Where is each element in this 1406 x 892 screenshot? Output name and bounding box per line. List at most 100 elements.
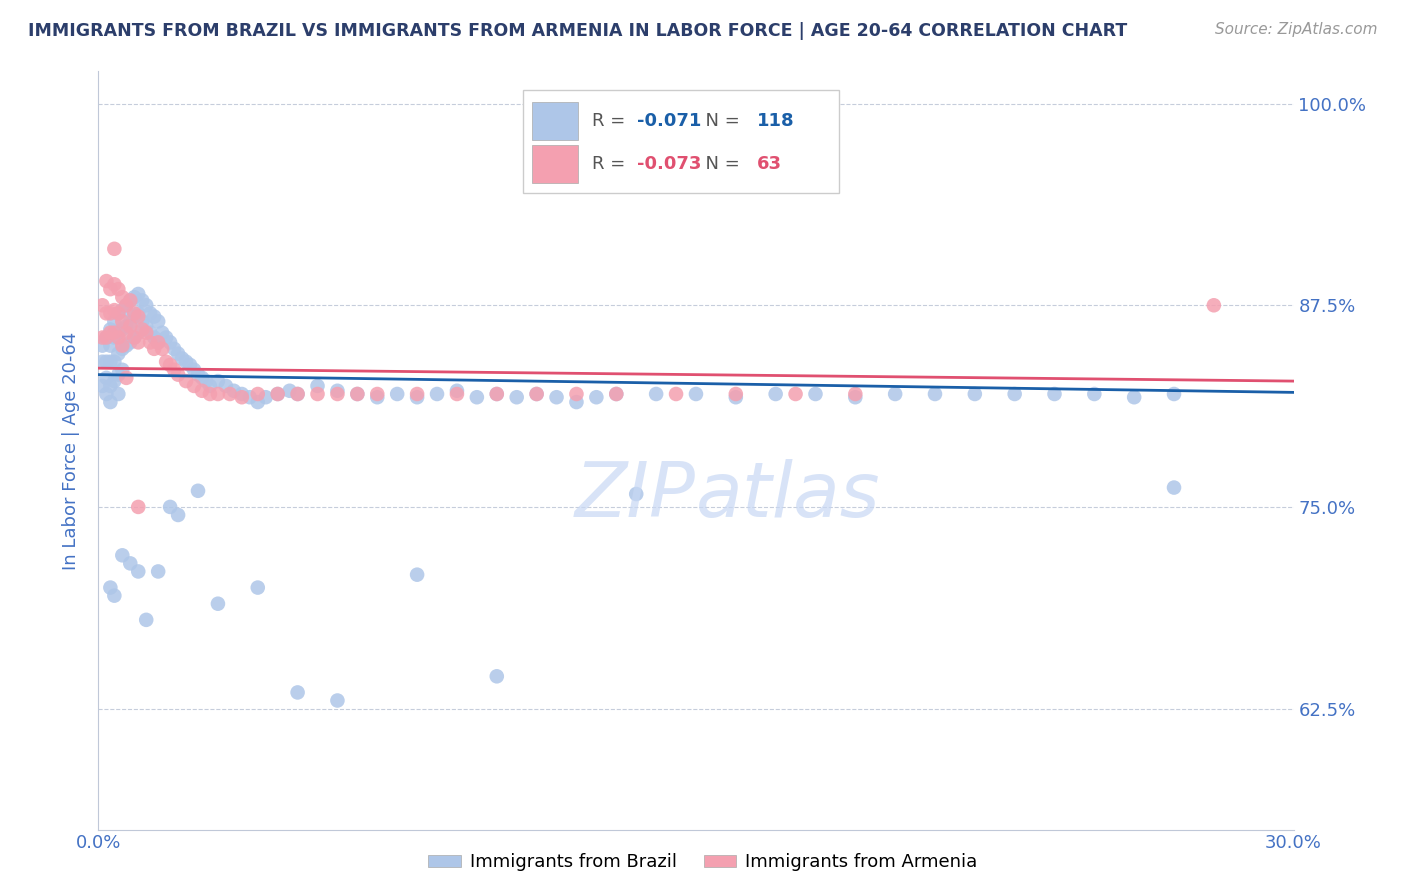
Point bbox=[163, 342, 186, 356]
Point bbox=[111, 290, 134, 304]
Point bbox=[724, 387, 747, 401]
Point bbox=[215, 379, 238, 393]
Point bbox=[198, 387, 221, 401]
Point bbox=[267, 387, 290, 401]
Point bbox=[98, 581, 122, 595]
FancyBboxPatch shape bbox=[533, 145, 578, 183]
Point bbox=[107, 282, 129, 296]
Point bbox=[148, 335, 170, 350]
Point bbox=[765, 387, 787, 401]
Point bbox=[139, 335, 162, 350]
Point bbox=[426, 387, 449, 401]
Legend: Immigrants from Brazil, Immigrants from Armenia: Immigrants from Brazil, Immigrants from … bbox=[420, 847, 986, 879]
Point bbox=[111, 322, 134, 336]
Point bbox=[222, 384, 245, 398]
Point bbox=[96, 387, 118, 401]
Point bbox=[307, 387, 329, 401]
Point bbox=[103, 326, 125, 340]
Point bbox=[103, 303, 125, 318]
Point bbox=[1043, 387, 1066, 401]
Point bbox=[406, 390, 429, 404]
Point bbox=[565, 387, 588, 401]
Point bbox=[159, 358, 181, 372]
Point bbox=[465, 390, 488, 404]
Point bbox=[120, 293, 142, 308]
Point bbox=[526, 387, 548, 401]
Point bbox=[278, 384, 301, 398]
Point bbox=[183, 379, 205, 393]
Point bbox=[148, 565, 170, 579]
Point bbox=[107, 306, 129, 320]
Point bbox=[96, 330, 118, 344]
Point bbox=[103, 355, 125, 369]
Point bbox=[120, 319, 142, 334]
Text: ZIP: ZIP bbox=[575, 459, 696, 533]
Text: N =: N = bbox=[693, 155, 745, 173]
Point bbox=[91, 330, 114, 344]
Point bbox=[485, 387, 508, 401]
Point bbox=[135, 613, 157, 627]
Point bbox=[191, 384, 214, 398]
Point bbox=[506, 390, 529, 404]
Point bbox=[406, 387, 429, 401]
Point bbox=[685, 387, 707, 401]
Point bbox=[91, 298, 114, 312]
Point bbox=[103, 242, 125, 256]
Point bbox=[963, 387, 986, 401]
Point bbox=[187, 368, 209, 382]
Point bbox=[804, 387, 827, 401]
Text: R =: R = bbox=[592, 112, 631, 130]
Point bbox=[254, 390, 277, 404]
Point bbox=[96, 371, 118, 385]
Text: 63: 63 bbox=[756, 155, 782, 173]
Point bbox=[124, 310, 146, 324]
Point bbox=[98, 322, 122, 336]
Text: -0.071: -0.071 bbox=[637, 112, 702, 130]
Point bbox=[287, 387, 309, 401]
Point bbox=[111, 549, 134, 563]
Point bbox=[1202, 298, 1225, 312]
Point bbox=[148, 314, 170, 328]
Point bbox=[111, 314, 134, 328]
Point bbox=[167, 508, 190, 522]
Point bbox=[207, 374, 229, 388]
Text: R =: R = bbox=[592, 155, 631, 173]
Point bbox=[366, 390, 388, 404]
Point bbox=[96, 330, 118, 344]
Point bbox=[174, 355, 197, 369]
Point bbox=[546, 390, 568, 404]
Point bbox=[135, 326, 157, 340]
Point bbox=[143, 330, 166, 344]
Point bbox=[98, 282, 122, 296]
Point bbox=[159, 335, 181, 350]
Text: Source: ZipAtlas.com: Source: ZipAtlas.com bbox=[1215, 22, 1378, 37]
Point bbox=[127, 335, 149, 350]
Point bbox=[645, 387, 668, 401]
Point bbox=[98, 355, 122, 369]
Point bbox=[239, 390, 262, 404]
Point bbox=[120, 557, 142, 571]
Point bbox=[131, 293, 153, 308]
Point bbox=[246, 387, 269, 401]
FancyBboxPatch shape bbox=[533, 102, 578, 140]
Point bbox=[366, 387, 388, 401]
Point bbox=[1004, 387, 1026, 401]
Point bbox=[124, 306, 146, 320]
Point bbox=[107, 368, 129, 382]
Point bbox=[626, 487, 648, 501]
Text: N =: N = bbox=[693, 112, 745, 130]
Point bbox=[127, 565, 149, 579]
Point bbox=[267, 387, 290, 401]
Point bbox=[884, 387, 907, 401]
Point bbox=[96, 355, 118, 369]
Point bbox=[1163, 387, 1185, 401]
Text: 118: 118 bbox=[756, 112, 794, 130]
Point bbox=[307, 379, 329, 393]
Text: -0.073: -0.073 bbox=[637, 155, 702, 173]
FancyBboxPatch shape bbox=[523, 90, 839, 193]
Point bbox=[526, 387, 548, 401]
Point bbox=[148, 335, 170, 350]
Text: IMMIGRANTS FROM BRAZIL VS IMMIGRANTS FROM ARMENIA IN LABOR FORCE | AGE 20-64 COR: IMMIGRANTS FROM BRAZIL VS IMMIGRANTS FRO… bbox=[28, 22, 1128, 40]
Point bbox=[155, 355, 177, 369]
Point bbox=[111, 303, 134, 318]
